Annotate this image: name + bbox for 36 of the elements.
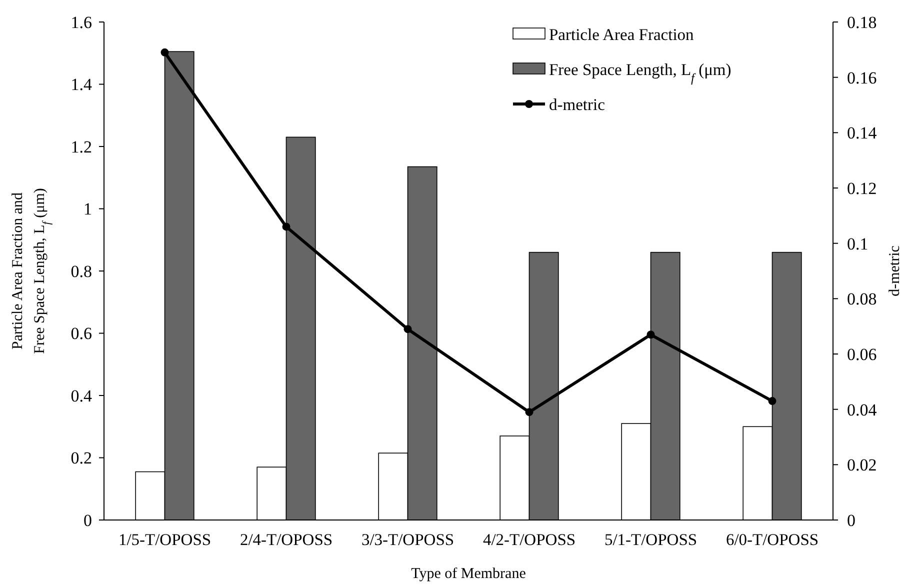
point <box>160 48 169 56</box>
point <box>404 325 412 334</box>
point <box>646 330 655 339</box>
y-tick-label: 0 <box>84 510 92 530</box>
y-tick-label: 1.2 <box>70 137 92 156</box>
legend-label: Free Space Length, L$_{f}$ (μm) <box>549 60 732 85</box>
legend-label: Particle Area Fraction <box>549 24 694 44</box>
y-tick-label: 0.8 <box>70 262 92 281</box>
legend-label: d-metric <box>549 94 605 114</box>
y-tick-label: 1 <box>84 200 92 219</box>
y2-tick-label: 0.12 <box>847 178 877 198</box>
y-tick-label: 0.6 <box>70 324 92 344</box>
x-tick-label: 3/3-T/OPOSS <box>361 530 454 549</box>
y-tick-label: 1.6 <box>70 12 92 32</box>
y2-tick-label: 0.06 <box>847 344 877 364</box>
x-tick-label: 6/0-T/OPOSS <box>726 530 819 549</box>
y2-tick-label: 0.1 <box>847 234 868 254</box>
y2-tick-label: 0.02 <box>847 456 877 475</box>
x-tick-label: 1/5-T/OPOSS <box>118 530 212 549</box>
x-tick-label: 2/4-T/OPOSS <box>240 530 333 549</box>
point <box>768 397 776 406</box>
y-tick-label: 0.4 <box>70 386 92 406</box>
y2-tick-label: 0 <box>847 510 856 530</box>
x-axis-title: Type of Membrane <box>411 566 526 582</box>
y-tick-label: 0.2 <box>70 448 92 468</box>
y-tick-label: 1.4 <box>70 75 92 94</box>
y2-axis-title: d-metric <box>887 245 903 296</box>
point <box>525 408 534 416</box>
y2-tick-label: 0.04 <box>847 400 878 420</box>
y2-tick-label: 0.18 <box>847 12 877 32</box>
x-tick-label: 5/1-T/OPOSS <box>604 530 698 549</box>
point <box>282 222 290 231</box>
y2-tick-label: 0.16 <box>847 68 877 88</box>
y2-tick-label: 0.08 <box>847 290 877 309</box>
x-tick-label: 4/2-T/OPOSS <box>482 530 576 549</box>
y2-tick-label: 0.14 <box>847 124 878 143</box>
